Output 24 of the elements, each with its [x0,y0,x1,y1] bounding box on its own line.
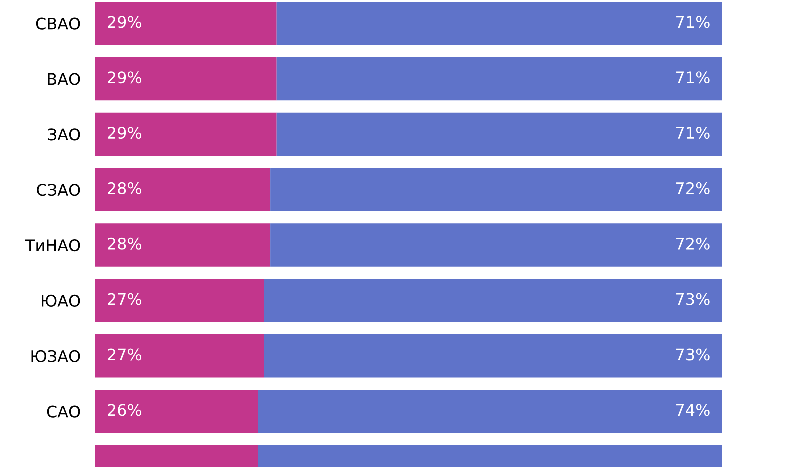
y-tick-label: ТиНАО [25,240,80,252]
data-label: 73% [676,293,710,306]
data-label: 71% [676,16,710,28]
data-label: 27% [108,293,142,306]
data-label: 28% [108,182,142,194]
y-tick-label: ЗАО [48,128,80,141]
data-label: 27% [108,348,142,361]
data-label: 71% [676,126,710,140]
data-label: 29% [108,16,142,28]
data-label: 28% [108,238,142,250]
data-label: 74% [676,404,710,416]
y-tick-label: ЮАО [42,294,80,308]
data-label: 26% [108,404,142,416]
data-label: 29% [108,126,142,140]
data-label: 72% [676,238,710,250]
y-tick-label: ЮЗАО [32,350,80,362]
y-tick-label: ВАО [48,73,80,86]
y-tick-label: СВАО [36,18,80,30]
data-label: 73% [676,348,710,361]
data-label: 29% [108,72,142,84]
data-label: 72% [676,182,710,194]
y-tick-label: САО [47,406,80,418]
data-label: 71% [676,72,710,84]
y-tick-label: СЗАО [37,184,80,196]
